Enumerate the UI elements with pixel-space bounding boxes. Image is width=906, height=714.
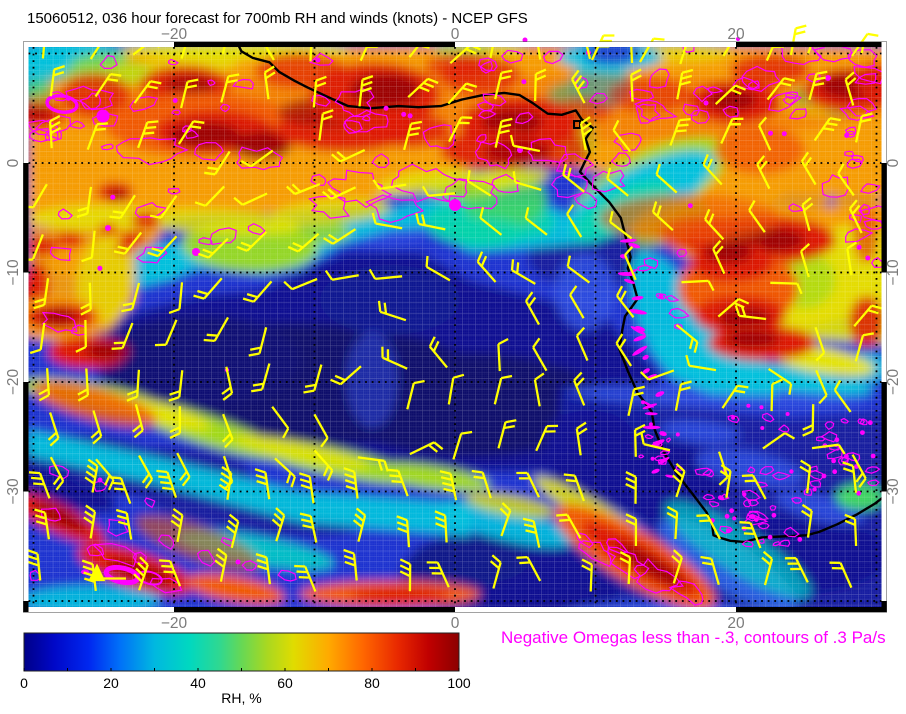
svg-text:80: 80 xyxy=(364,675,380,691)
svg-text:60: 60 xyxy=(277,675,293,691)
svg-text:100: 100 xyxy=(447,675,471,691)
svg-text:0: 0 xyxy=(885,158,902,167)
svg-text:−20: −20 xyxy=(885,368,902,395)
svg-text:−30: −30 xyxy=(5,478,22,505)
svg-text:Negative Omegas less than -.3,: Negative Omegas less than -.3, contours … xyxy=(501,628,886,647)
svg-text:0: 0 xyxy=(5,158,22,167)
svg-text:−20: −20 xyxy=(161,615,188,632)
svg-text:−30: −30 xyxy=(885,478,902,505)
svg-text:20: 20 xyxy=(103,675,119,691)
svg-text:20: 20 xyxy=(727,615,745,632)
svg-text:−20: −20 xyxy=(5,368,22,395)
svg-text:15060512, 036 hour forecast fo: 15060512, 036 hour forecast for 700mb RH… xyxy=(27,10,528,27)
svg-text:0: 0 xyxy=(451,615,460,632)
svg-text:RH, %: RH, % xyxy=(221,690,261,706)
svg-text:0: 0 xyxy=(451,26,460,43)
svg-text:−10: −10 xyxy=(885,259,902,286)
svg-text:−10: −10 xyxy=(5,259,22,286)
svg-text:−20: −20 xyxy=(161,26,188,43)
svg-text:20: 20 xyxy=(727,26,745,43)
svg-text:40: 40 xyxy=(190,675,206,691)
svg-text:0: 0 xyxy=(20,675,28,691)
